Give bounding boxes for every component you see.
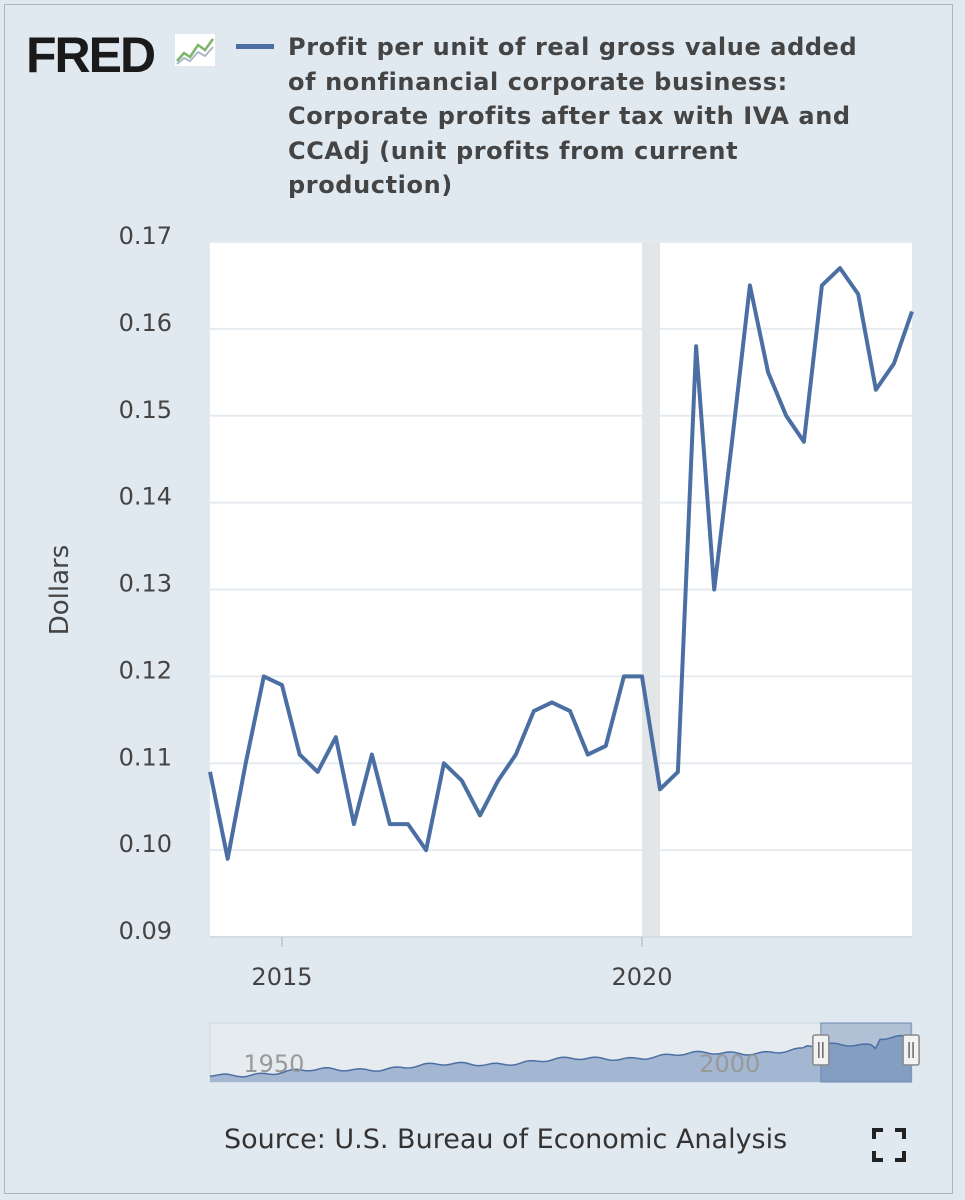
y-tick-label: 0.09 — [119, 917, 172, 945]
navigator-handle-right[interactable] — [902, 1034, 920, 1066]
x-tick-label: 2015 — [251, 963, 312, 991]
y-tick-label: 0.10 — [119, 830, 172, 858]
legend-swatch — [236, 44, 274, 49]
series-line — [208, 266, 914, 861]
y-tick-label: 0.11 — [119, 743, 172, 771]
y-tick-label: 0.17 — [119, 222, 172, 250]
fred-chart-icon — [174, 33, 216, 67]
navigator-handle-left[interactable] — [812, 1034, 830, 1066]
y-tick-label: 0.16 — [119, 309, 172, 337]
y-tick-label: 0.12 — [119, 656, 172, 684]
navigator-label: 1950 — [243, 1050, 304, 1078]
y-axis-title: Dollars — [45, 545, 75, 636]
legend-series-label: Profit per unit of real gross value adde… — [288, 33, 858, 199]
y-tick-label: 0.15 — [119, 396, 172, 424]
y-tick-label: 0.13 — [119, 570, 172, 598]
navigator-area — [210, 1035, 912, 1082]
line-chart: 0.17 0.16 0.15 0.14 0.13 0.12 0.11 0.10 0.09 201… — [45, 222, 920, 1083]
y-tick-label: 0.14 — [119, 483, 172, 511]
chart-frame — [4, 4, 953, 1194]
navigator-label: 2000 — [699, 1050, 760, 1078]
fred-logo[interactable]: FRED — [26, 27, 156, 83]
source-note: Source: U.S. Bureau of Economic Analysis — [224, 1124, 788, 1155]
navigator-line — [209, 1034, 913, 1078]
navigator-selection[interactable] — [820, 1022, 912, 1083]
recession-band — [642, 242, 660, 937]
fullscreen-icon[interactable] — [872, 1128, 906, 1162]
x-tick-label: 2020 — [612, 963, 673, 991]
